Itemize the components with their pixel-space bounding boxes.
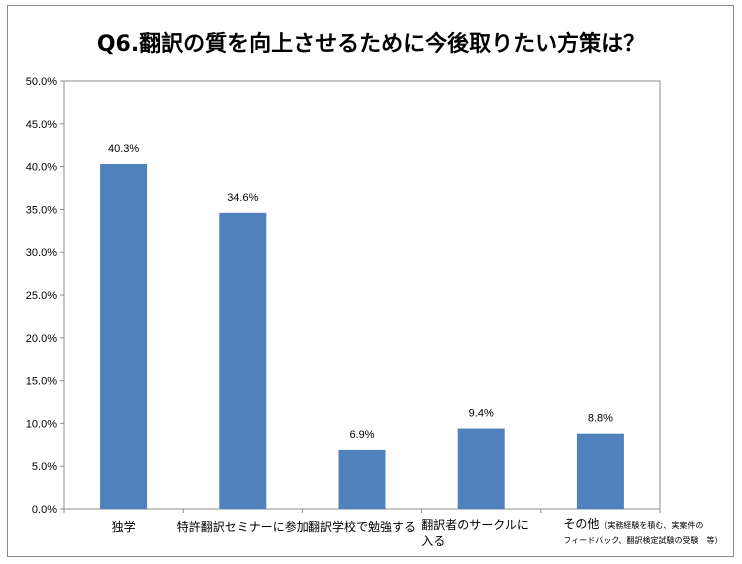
y-tick-label: 10.0% xyxy=(26,418,57,430)
bar xyxy=(100,164,148,510)
category-label: 翻訳者のサークルに xyxy=(421,517,529,532)
data-label: 9.4% xyxy=(469,408,494,420)
y-tick-label: 20.0% xyxy=(26,333,57,345)
category-label: 特許翻訳セミナーに参加 xyxy=(177,519,309,534)
bar xyxy=(457,428,505,509)
data-label: 40.3% xyxy=(108,143,139,155)
category-label: 独学 xyxy=(112,519,136,534)
y-tick-label: 45.0% xyxy=(26,119,57,131)
y-tick-label: 35.0% xyxy=(26,204,57,216)
category-label: 翻訳学校で勉強する xyxy=(308,519,416,534)
y-tick-label: 5.0% xyxy=(32,461,57,473)
bar xyxy=(338,449,386,509)
plot-area xyxy=(63,80,661,510)
data-label: 6.9% xyxy=(349,429,374,441)
y-tick-label: 50.0% xyxy=(26,76,57,88)
y-tick-label: 25.0% xyxy=(26,290,57,302)
y-tick-label: 40.0% xyxy=(26,162,57,174)
category-label: その他（実務経験を積む、実案件の xyxy=(563,517,703,531)
bar xyxy=(576,433,624,509)
chart-title: Q6.翻訳の質を向上させるために今後取りたい方策は？ xyxy=(96,32,646,57)
category-label: 入る xyxy=(421,534,445,548)
bar xyxy=(219,212,267,509)
data-label: 34.6% xyxy=(227,192,258,204)
category-note: フィードバック、翻訳検定試験の受験 等） xyxy=(563,535,722,545)
y-tick-label: 15.0% xyxy=(26,376,57,388)
data-label: 8.8% xyxy=(588,413,613,425)
y-tick-label: 30.0% xyxy=(26,247,57,259)
y-tick-label: 0.0% xyxy=(32,504,57,516)
